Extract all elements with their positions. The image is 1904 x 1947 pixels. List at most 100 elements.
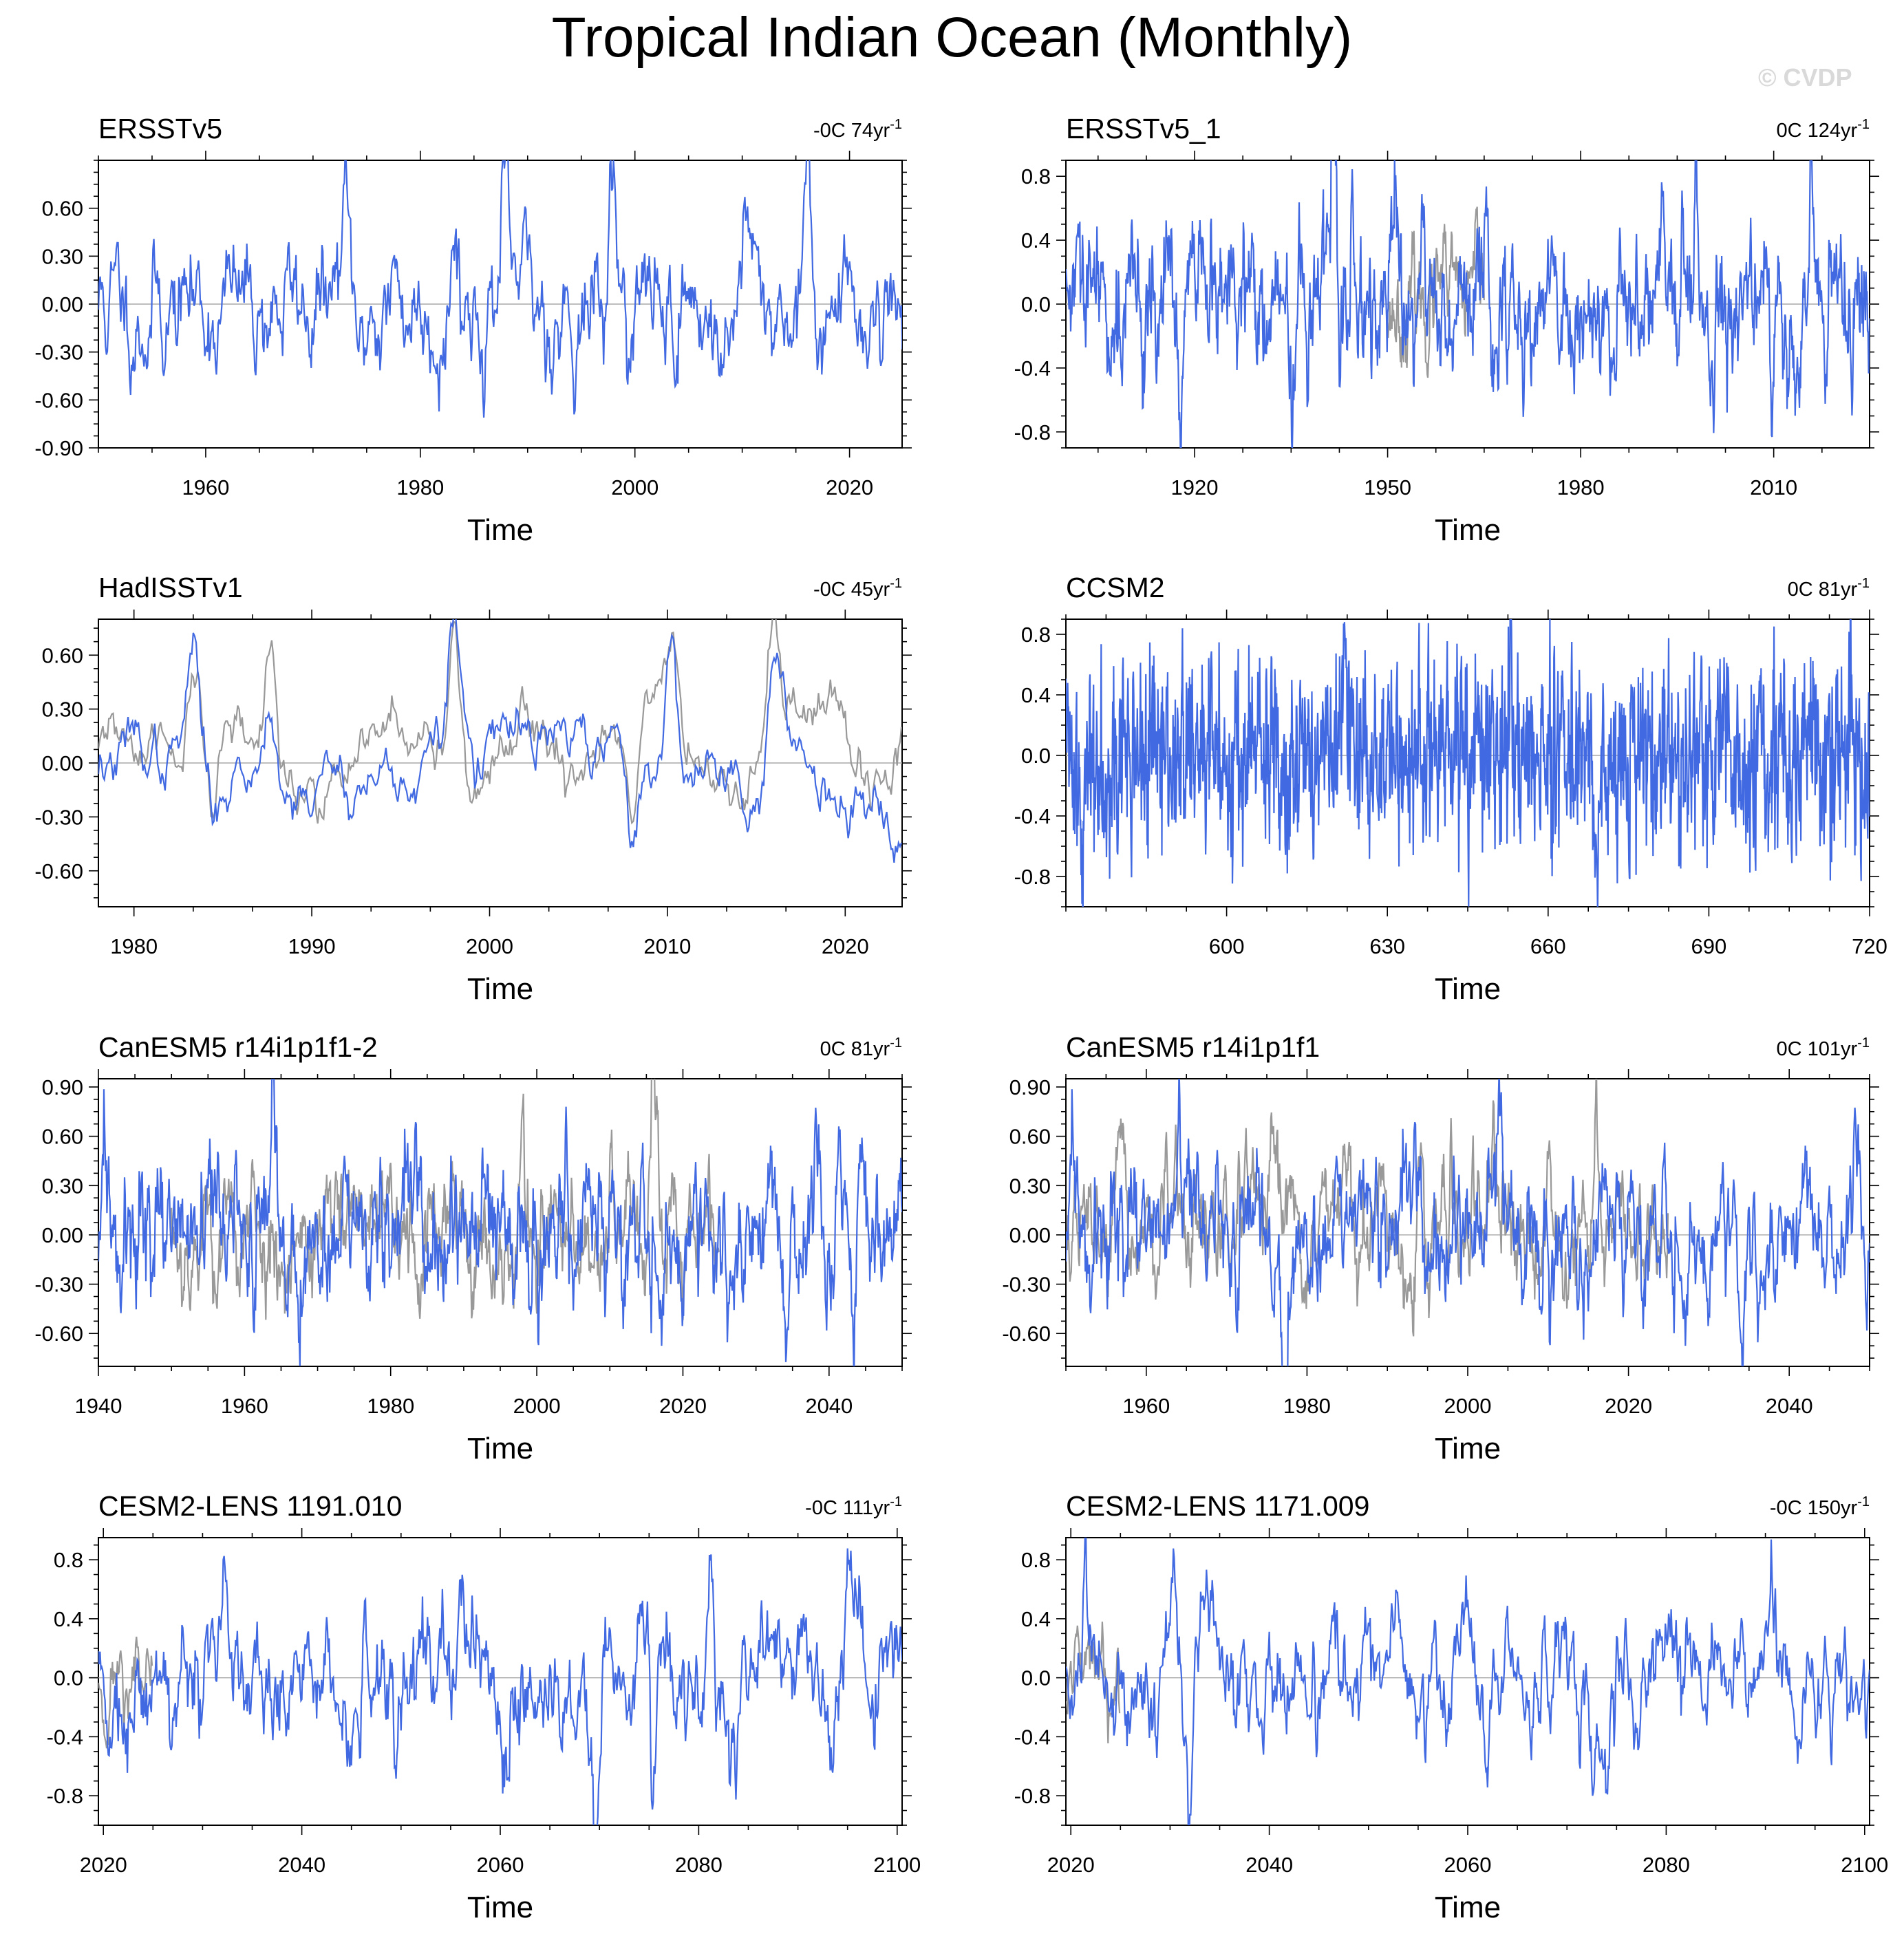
y-tick-label: 0.30: [1009, 1174, 1051, 1198]
panel-info: 0C 101yr-1: [1777, 1035, 1870, 1060]
x-tick-label: 630: [1369, 934, 1405, 958]
panel-title: CanESM5 r14i1p1f1-2: [98, 1031, 378, 1063]
series-line: [98, 160, 902, 418]
y-tick-label: 0.4: [1021, 1607, 1051, 1631]
panel-title: CanESM5 r14i1p1f1: [1066, 1031, 1320, 1063]
x-tick-label: 1980: [396, 475, 444, 499]
x-tick-label: 1980: [367, 1394, 414, 1418]
y-tick-label: -0.60: [34, 859, 83, 883]
y-tick-label: 0.60: [1009, 1125, 1051, 1149]
y-tick-label: -0.30: [1002, 1273, 1051, 1297]
y-tick-label: 0.60: [42, 197, 83, 221]
y-tick-label: 0.0: [1021, 744, 1051, 768]
x-tick-label: 2020: [80, 1853, 127, 1877]
panel-title: CESM2-LENS 1171.009: [1066, 1490, 1369, 1522]
panel-title: HadISSTv1: [98, 572, 243, 603]
chart-panel: CESM2-LENS 1191.010 -0C 111yr-1 0.8 0.4 0.0 -…: [47, 1490, 921, 1924]
series-line: [1066, 1622, 1121, 1744]
x-tick-label: 2000: [1444, 1394, 1492, 1418]
x-tick-label: 1940: [75, 1394, 122, 1418]
panel-title: ERSSTv5_1: [1066, 113, 1221, 144]
x-tick-label: 2020: [1047, 1853, 1095, 1877]
x-tick-label: 690: [1691, 934, 1727, 958]
y-tick-label: -0.4: [47, 1725, 83, 1749]
x-tick-label: 2020: [826, 475, 873, 499]
x-tick-label: 1960: [221, 1394, 268, 1418]
panel-title: CCSM2: [1066, 572, 1165, 603]
y-tick-label: 0.60: [42, 1125, 83, 1149]
x-axis-label: Time: [1435, 1891, 1501, 1924]
panel-info: 0C 81yr-1: [1788, 576, 1870, 601]
chart-panel: CESM2-LENS 1171.009 -0C 150yr-1 0.8 0.4 0.0 -…: [1014, 1490, 1889, 1924]
y-tick-label: -0.90: [34, 436, 83, 460]
x-axis-label: Time: [467, 1432, 533, 1465]
panel-info: 0C 81yr-1: [820, 1035, 902, 1060]
y-tick-label: 0.30: [42, 698, 83, 722]
y-tick-label: -0.60: [34, 388, 83, 412]
y-tick-label: 0.4: [1021, 228, 1051, 252]
y-tick-label: 0.00: [42, 1223, 83, 1247]
x-tick-label: 1980: [110, 934, 158, 958]
panel-info-superscript: -1: [890, 1494, 902, 1509]
x-tick-label: 1990: [288, 934, 336, 958]
panel-info: 0C 124yr-1: [1777, 117, 1870, 142]
y-tick-label: 0.8: [1021, 623, 1051, 647]
chart-panel: CCSM2 0C 81yr-1 0.8 0.4 0.0 -0.4 -0.8 600 630 660…: [1014, 572, 1887, 1006]
x-tick-label: 2080: [1643, 1853, 1690, 1877]
y-tick-label: -0.60: [1002, 1322, 1051, 1346]
x-tick-label: 600: [1209, 934, 1245, 958]
y-tick-label: 0.4: [54, 1607, 83, 1631]
x-tick-label: 2080: [675, 1853, 723, 1877]
x-tick-label: 2020: [822, 934, 869, 958]
x-tick-label: 2040: [1766, 1394, 1813, 1418]
y-tick-label: 0.0: [54, 1666, 83, 1690]
y-tick-label: -0.30: [34, 805, 83, 829]
y-tick-label: 0.8: [1021, 1548, 1051, 1572]
x-axis-label: Time: [1435, 1432, 1501, 1465]
x-tick-label: 1950: [1364, 475, 1411, 499]
panel-info-superscript: -1: [1857, 1035, 1870, 1051]
x-tick-label: 2100: [873, 1853, 921, 1877]
plot-frame: [1065, 1537, 1870, 1826]
panel-info-superscript: -1: [1857, 117, 1870, 132]
y-tick-label: -0.4: [1014, 356, 1051, 380]
chart-panel: ERSSTv5 -0C 74yr-1 0.60 0.30 0.00 -0.30 -0.60 -…: [34, 113, 912, 547]
x-tick-label: 2000: [466, 934, 513, 958]
panel-info: -0C 111yr-1: [805, 1494, 902, 1519]
x-tick-label: 1960: [182, 475, 229, 499]
y-tick-label: -0.8: [47, 1784, 83, 1808]
x-axis-label: Time: [467, 1891, 533, 1924]
y-tick-label: 0.30: [42, 1174, 83, 1198]
chart-panel: HadISSTv1 -0C 45yr-1 0.60 0.30 0.00 -0.30 -0.6…: [34, 572, 912, 1006]
x-tick-label: 660: [1530, 934, 1566, 958]
series-line: [1066, 1079, 1669, 1337]
x-tick-label: 2060: [1444, 1853, 1492, 1877]
x-tick-label: 2010: [643, 934, 691, 958]
panel-info-superscript: -1: [890, 117, 902, 132]
watermark: © CVDP: [1758, 63, 1852, 92]
series-line: [98, 1079, 902, 1366]
y-tick-label: 0.00: [42, 292, 83, 316]
figure-title: Tropical Indian Ocean (Monthly): [551, 6, 1353, 69]
x-tick-label: 2040: [278, 1853, 325, 1877]
panel-info: -0C 74yr-1: [813, 117, 902, 142]
panel-title: CESM2-LENS 1191.010: [98, 1490, 402, 1522]
panel-title: ERSSTv5: [98, 113, 222, 144]
x-tick-label: 1980: [1557, 475, 1605, 499]
x-axis-label: Time: [467, 972, 533, 1006]
x-axis-label: Time: [1435, 513, 1501, 547]
series-line: [1066, 1538, 1870, 1825]
x-axis-label: Time: [467, 513, 533, 547]
x-tick-label: 2000: [611, 475, 659, 499]
panel-info-superscript: -1: [890, 1035, 902, 1051]
panel-info-superscript: -1: [1857, 1494, 1870, 1509]
y-tick-label: 0.00: [42, 751, 83, 775]
y-tick-label: 0.0: [1021, 1666, 1051, 1690]
x-tick-label: 2010: [1750, 475, 1797, 499]
x-tick-label: 720: [1852, 934, 1887, 958]
x-tick-label: 2000: [513, 1394, 561, 1418]
series-line: [1066, 619, 1870, 907]
x-tick-label: 2040: [1245, 1853, 1293, 1877]
y-tick-label: 0.00: [1009, 1223, 1051, 1247]
